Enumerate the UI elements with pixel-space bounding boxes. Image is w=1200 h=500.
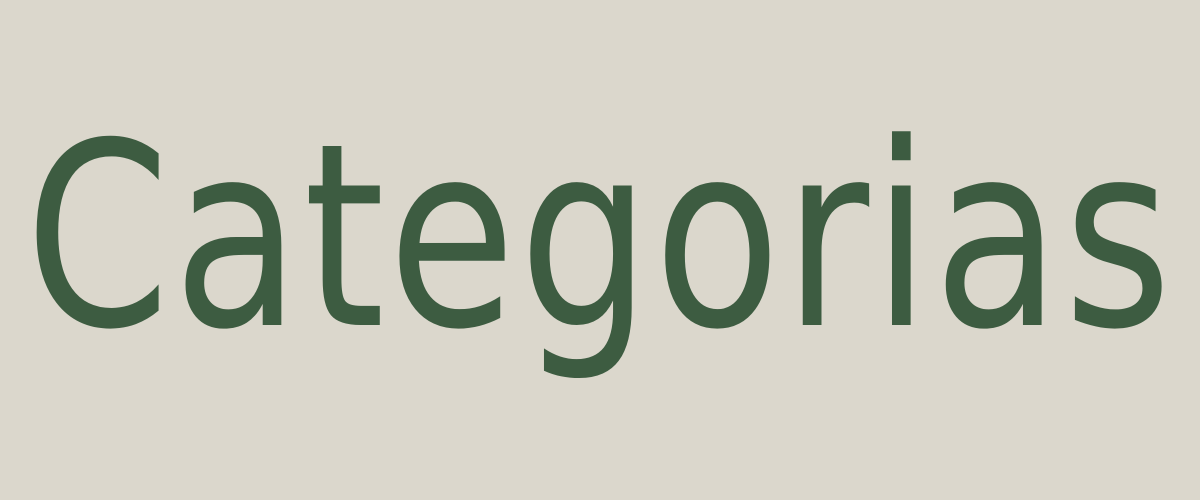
page-title: Categorias xyxy=(25,89,1175,386)
